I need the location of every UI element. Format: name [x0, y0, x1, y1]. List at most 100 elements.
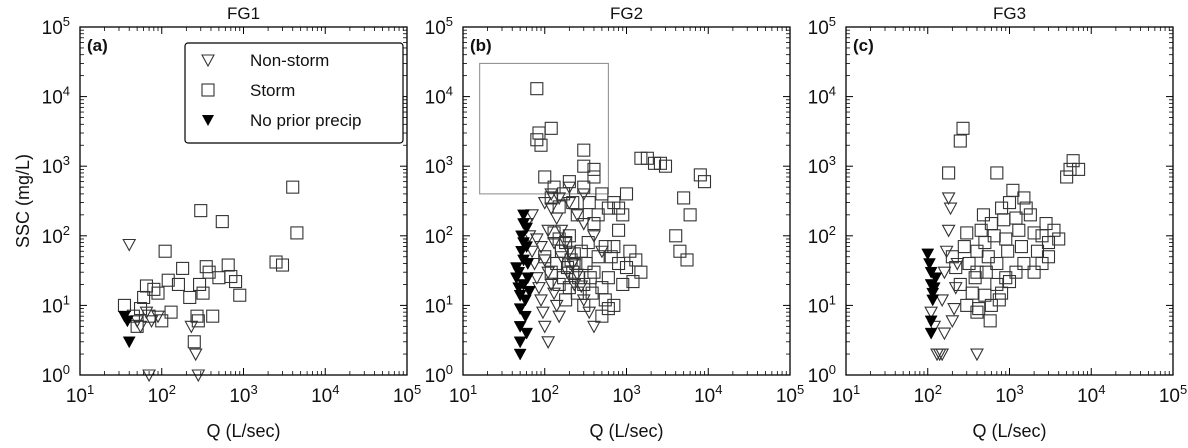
non-storm-point — [144, 315, 159, 328]
y-tick-label: 100 — [425, 362, 453, 387]
storm-point — [970, 305, 984, 319]
non-storm-point — [552, 310, 567, 324]
no-prior-precip-point — [523, 285, 536, 298]
storm-point — [224, 269, 238, 284]
storm-point — [582, 196, 596, 210]
storm-point — [1047, 223, 1061, 237]
no-prior-precip-point — [513, 303, 527, 316]
storm-point — [960, 226, 974, 240]
storm-point — [117, 298, 132, 312]
no-prior-precip-point — [520, 222, 534, 235]
y-tick-label: 104 — [808, 84, 836, 109]
storm-point — [669, 229, 683, 243]
no-prior-precip-point — [518, 294, 532, 307]
storm-point — [658, 159, 673, 173]
x-tick-label: 102 — [914, 382, 942, 407]
storm-point — [1002, 275, 1017, 289]
non-storm-point — [587, 320, 601, 334]
storm-point — [978, 235, 992, 250]
non-storm-point — [950, 257, 965, 271]
storm-point — [562, 229, 576, 243]
non-storm-point — [594, 245, 609, 259]
storm-point — [612, 223, 626, 237]
storm-point — [171, 277, 185, 291]
legend-non-storm-marker — [201, 54, 215, 68]
no-prior-precip-point — [929, 272, 943, 285]
x-tick-label: 105 — [776, 382, 804, 407]
storm-point — [987, 229, 1001, 243]
storm-point — [147, 282, 161, 296]
storm-point — [626, 275, 640, 289]
legend-no-prior-precip-marker — [202, 115, 214, 126]
storm-point — [155, 314, 169, 328]
storm-point — [215, 215, 229, 229]
storm-point — [598, 240, 612, 254]
non-storm-point — [122, 238, 137, 252]
storm-point — [579, 256, 593, 271]
no-prior-precip-point — [924, 315, 938, 328]
non-storm-point — [541, 224, 556, 238]
non-storm-point — [529, 272, 544, 285]
x-axis-label: Q (L/sec) — [206, 421, 280, 441]
storm-point — [1014, 240, 1028, 254]
x-tick-label: 104 — [311, 382, 339, 407]
storm-point — [634, 265, 648, 279]
storm-point — [677, 191, 691, 205]
y-tick-label: 104 — [42, 84, 70, 109]
storm-point — [552, 277, 566, 291]
legend: Non-storm Storm No prior precip — [184, 42, 404, 144]
non-storm-point — [937, 327, 952, 341]
storm-point — [990, 277, 1004, 291]
x-tick-label: 104 — [694, 382, 722, 407]
storm-point — [530, 82, 544, 96]
storm-point — [552, 200, 566, 214]
storm-point — [1039, 216, 1053, 231]
legend-box — [184, 42, 404, 144]
non-storm-point — [525, 209, 540, 222]
non-storm-point — [943, 202, 958, 216]
non-storm-point — [560, 266, 575, 280]
storm-point — [1063, 162, 1077, 176]
storm-point — [673, 244, 687, 258]
storm-point — [607, 240, 621, 254]
no-prior-precip-point — [923, 258, 936, 271]
storm-point — [570, 208, 584, 222]
storm-point — [970, 265, 984, 279]
storm-point — [562, 175, 576, 189]
non-storm-point — [534, 294, 548, 308]
plot-frame — [845, 26, 1174, 376]
storm-point — [945, 250, 959, 264]
storm-point — [953, 134, 967, 148]
x-tick-label: 105 — [1159, 382, 1187, 407]
storm-point — [956, 121, 970, 135]
x-axis-label: Q (L/sec) — [972, 421, 1046, 441]
storm-point — [534, 138, 548, 152]
legend-storm-marker — [201, 83, 215, 97]
storm-point — [176, 261, 190, 275]
storm-point — [206, 309, 220, 323]
panel-letter: (b) — [470, 36, 492, 55]
y-tick-label: 101 — [808, 292, 836, 317]
storm-point — [640, 151, 654, 165]
storm-point — [990, 256, 1004, 271]
non-storm-point — [188, 348, 203, 362]
x-tick-label: 102 — [148, 382, 176, 407]
no-prior-precip-point — [513, 348, 527, 361]
storm-point — [194, 204, 208, 218]
x-tick-label: 103 — [995, 382, 1023, 407]
non-storm-point — [133, 320, 148, 334]
storm-point — [587, 162, 601, 176]
storm-point — [275, 258, 290, 272]
storm-point — [221, 258, 235, 272]
panel-letter: (c) — [853, 36, 874, 55]
storm-point — [587, 265, 601, 279]
storm-point — [616, 277, 630, 291]
storm-point — [567, 247, 581, 261]
storm-point — [164, 305, 178, 319]
no-prior-precip-point — [924, 327, 938, 340]
no-prior-precip-point — [521, 258, 535, 271]
storm-point — [653, 156, 667, 170]
legend-label: Storm — [250, 81, 295, 100]
panel-letter: (a) — [87, 36, 108, 55]
